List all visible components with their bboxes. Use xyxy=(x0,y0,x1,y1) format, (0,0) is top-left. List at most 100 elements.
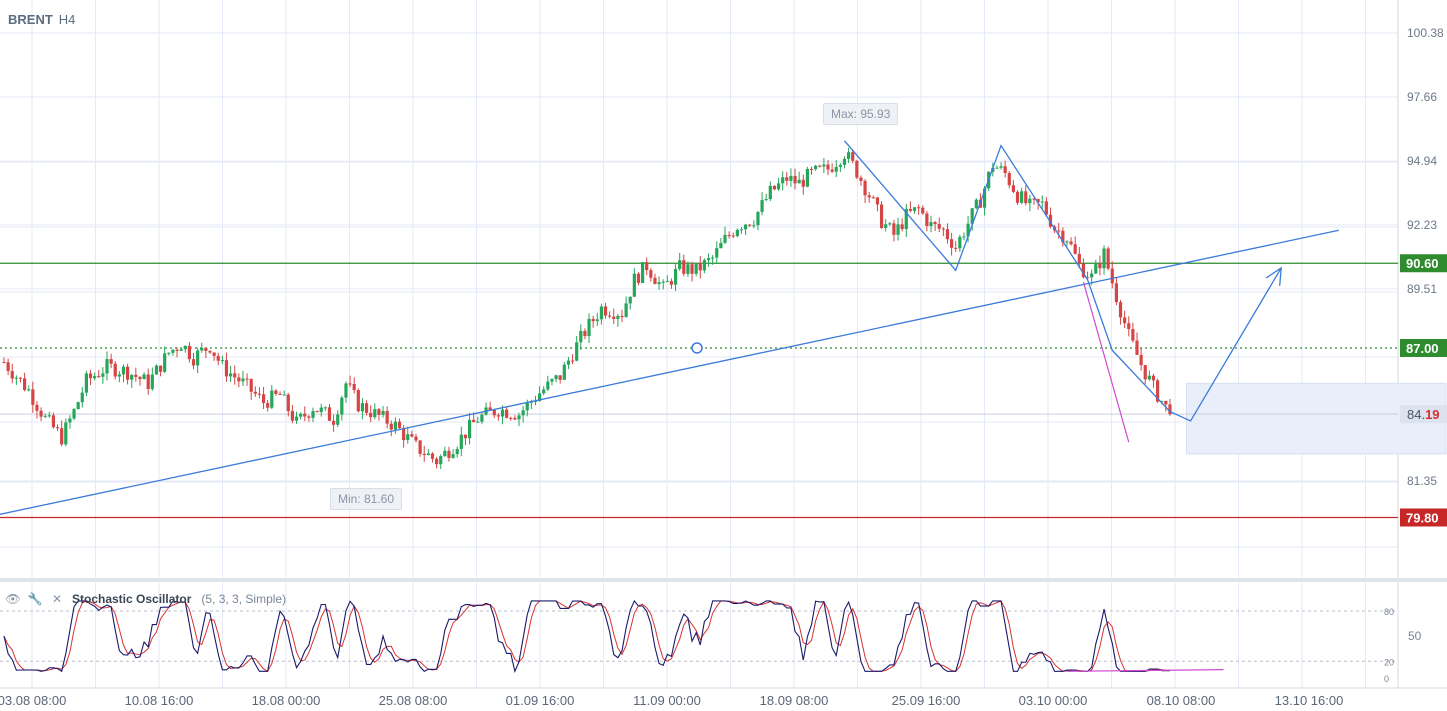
candle-body xyxy=(282,394,286,396)
candle-body xyxy=(430,453,435,459)
candle-body xyxy=(393,421,397,430)
y-tick-label: 94.94 xyxy=(1407,154,1437,168)
candle-body xyxy=(950,239,954,248)
candle-body xyxy=(451,454,455,458)
candle-body xyxy=(332,420,336,425)
candle-body xyxy=(1139,354,1143,366)
candle-body xyxy=(809,168,814,170)
candle-body xyxy=(402,428,406,441)
candle-body xyxy=(360,403,365,412)
x-tick-label: 10.08 16:00 xyxy=(125,693,194,708)
candle-body xyxy=(43,415,47,417)
candle-body xyxy=(838,164,842,167)
candle-body xyxy=(1164,400,1168,405)
x-tick-label: 13.10 16:00 xyxy=(1275,693,1344,708)
candle-body xyxy=(1036,199,1040,203)
candle-body xyxy=(245,378,249,380)
candle-body xyxy=(167,352,171,354)
candle-body xyxy=(208,350,212,353)
candle-body xyxy=(830,169,834,172)
candle-body xyxy=(488,407,492,410)
candle-body xyxy=(542,389,546,394)
candle-body xyxy=(105,359,109,374)
close-icon[interactable]: ✕ xyxy=(51,592,63,606)
candle-body xyxy=(1168,404,1172,415)
candle-body xyxy=(179,349,183,351)
oscillator-name: Stochastic Oscillator xyxy=(72,592,192,606)
candle-body xyxy=(290,411,294,421)
candle-body xyxy=(1118,302,1123,318)
candle-body xyxy=(884,224,888,228)
candle-body xyxy=(962,236,966,238)
candle-body xyxy=(678,260,682,269)
pane-separator xyxy=(0,578,1447,582)
candle-body xyxy=(496,415,500,417)
candle-body xyxy=(575,342,579,361)
candle-body xyxy=(851,152,855,161)
candle-body xyxy=(88,373,93,379)
trendline[interactable] xyxy=(0,229,1340,522)
candle-body xyxy=(603,306,608,316)
candle-body xyxy=(426,453,430,456)
candle-body xyxy=(1011,185,1015,192)
candle-body xyxy=(974,199,978,209)
candle-body xyxy=(917,207,921,209)
candle-body xyxy=(175,349,179,351)
candle-body xyxy=(14,377,18,379)
candle-body xyxy=(237,377,241,382)
candle-body xyxy=(1123,317,1127,324)
candle-body xyxy=(196,350,200,366)
y-tick-label: 89.51 xyxy=(1407,282,1437,296)
candle-body xyxy=(632,273,636,297)
y-tick-label: 100.38 xyxy=(1407,26,1444,40)
oscillator-params: (5, 3, 3, Simple) xyxy=(201,592,287,606)
candle-body xyxy=(591,318,595,322)
eye-icon[interactable]: 👁 xyxy=(5,592,21,606)
candle-body xyxy=(847,152,851,159)
price-level-badge xyxy=(1400,508,1447,527)
candle-body xyxy=(715,248,719,258)
price-level-label: 87.00 xyxy=(1406,341,1439,356)
candle-body xyxy=(121,366,126,375)
level-anchor-handle[interactable] xyxy=(691,342,703,354)
candle-body xyxy=(566,360,571,365)
candle-body xyxy=(690,264,694,274)
candle-body xyxy=(529,401,533,403)
candle-body xyxy=(418,440,422,454)
candle-body xyxy=(1028,198,1032,204)
candle-body xyxy=(1143,365,1147,380)
candle-body xyxy=(472,419,476,423)
candle-body xyxy=(459,434,463,449)
candle-body xyxy=(60,428,64,445)
candle-body xyxy=(39,410,43,417)
candle-body xyxy=(925,213,929,227)
wrench-icon[interactable]: 🔧 xyxy=(27,592,43,606)
candle-body xyxy=(1057,230,1061,232)
candle-body xyxy=(443,450,447,457)
candle-body xyxy=(904,209,908,230)
trendline[interactable] xyxy=(843,140,1282,422)
candle-body xyxy=(6,362,10,372)
candle-body xyxy=(1160,400,1164,402)
candle-body xyxy=(142,374,146,380)
candle-body xyxy=(224,360,229,377)
candle-body xyxy=(999,166,1003,168)
candle-body xyxy=(500,409,505,417)
candle-body xyxy=(826,164,830,170)
candle-body xyxy=(533,400,538,402)
candle-body xyxy=(636,273,641,283)
candle-body xyxy=(216,355,220,361)
candle-body xyxy=(2,362,6,364)
oscillator-header: 👁 🔧 ✕ Stochastic Oscillator (5, 3, 3, Si… xyxy=(4,590,286,608)
price-level-label: 79.80 xyxy=(1406,510,1439,525)
candle-body xyxy=(191,359,196,366)
candle-body xyxy=(1131,329,1135,341)
candle-body xyxy=(303,413,307,417)
candle-body xyxy=(1007,173,1011,186)
candle-body xyxy=(801,179,805,187)
candle-body xyxy=(818,165,822,167)
candle-body xyxy=(599,306,603,320)
candle-body xyxy=(241,378,245,382)
candle-body xyxy=(266,403,270,408)
